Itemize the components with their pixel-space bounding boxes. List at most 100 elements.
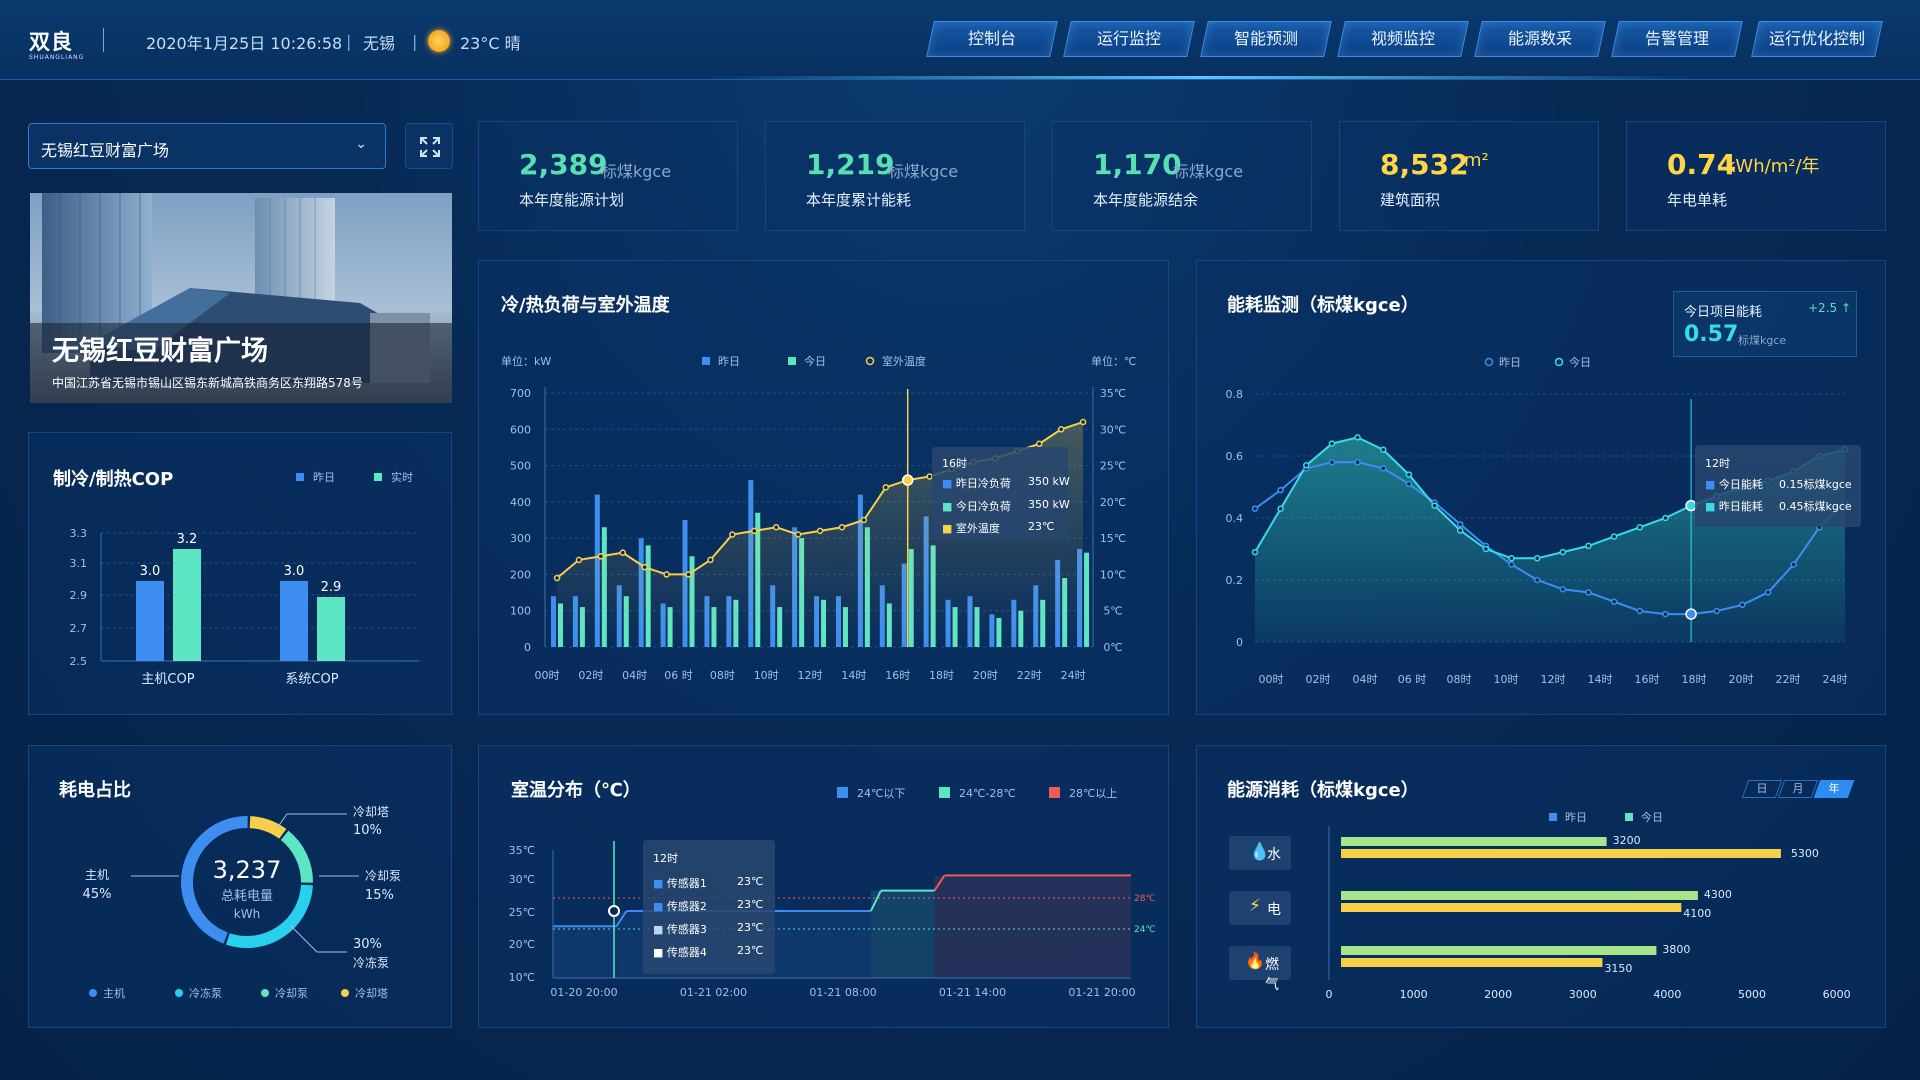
left-unit: 单位：kW bbox=[501, 354, 551, 368]
ref-label-low: 24℃ bbox=[1134, 925, 1156, 935]
kpi-label: 建筑面积 bbox=[1380, 191, 1441, 209]
temperature-point bbox=[1035, 440, 1043, 448]
y2-tick-label: 10℃ bbox=[1100, 568, 1126, 581]
y2-tick-label: 20℃ bbox=[1100, 496, 1126, 509]
nav-label: 运行优化控制 bbox=[1768, 29, 1865, 48]
total-value: 3,237 bbox=[213, 856, 282, 884]
x-tick-label: 18时 bbox=[929, 669, 954, 682]
y-tick-label: 3.3 bbox=[70, 527, 88, 540]
x-tick-label: 16时 bbox=[1635, 673, 1660, 686]
chevron-down-icon: ⌄ bbox=[355, 136, 367, 152]
today-point bbox=[1610, 533, 1618, 540]
nav-optimize-control[interactable]: 运行优化控制 bbox=[1751, 21, 1883, 57]
header-divider: | bbox=[412, 32, 418, 51]
y-tick-label: 10℃ bbox=[509, 971, 535, 984]
tooltip-value: 23℃ bbox=[737, 875, 764, 888]
tooltip-row: ■ 传感器3 23℃ bbox=[653, 921, 763, 937]
legend-swatch bbox=[788, 357, 796, 365]
x-tick-label: 01-20 20:00 bbox=[550, 986, 617, 999]
legend-swatch bbox=[1554, 357, 1564, 367]
y2-tick-label: 0℃ bbox=[1103, 641, 1122, 654]
data-label: 3150 bbox=[1604, 962, 1632, 975]
temperature-point bbox=[860, 516, 868, 524]
x-tick-label: 08时 bbox=[1447, 673, 1472, 686]
data-label: 4300 bbox=[1704, 888, 1732, 901]
tooltip-value: 23℃ bbox=[1028, 520, 1055, 533]
y-tick-label: 25℃ bbox=[509, 906, 535, 919]
tooltip-row: ■ 今日冷负荷 350 kW bbox=[942, 498, 1070, 514]
sun-icon bbox=[428, 30, 450, 52]
kpi-label: 年电单耗 bbox=[1667, 191, 1728, 209]
legend-label: 昨日 bbox=[1565, 811, 1587, 824]
host-segment bbox=[181, 816, 248, 944]
x-tick-label: 06 时 bbox=[664, 669, 693, 682]
nav-run-monitor[interactable]: 运行监控 bbox=[1063, 21, 1195, 57]
yesterday-point bbox=[1456, 520, 1464, 528]
consumption-category-electric: ⚡ 电 bbox=[1229, 891, 1291, 925]
badge-unit: 标煤kgce bbox=[1738, 334, 1787, 347]
leader-line bbox=[276, 813, 347, 829]
nav-alarm-manage[interactable]: 告警管理 bbox=[1611, 21, 1743, 57]
x-tick-label: 0 bbox=[1326, 988, 1333, 1001]
legend-swatch bbox=[939, 787, 950, 798]
x-tick-label: 20时 bbox=[1729, 673, 1754, 686]
kpi-unit: 标煤kgce bbox=[601, 162, 672, 181]
kpi-building-area: 8,532 m² 建筑面积 bbox=[1339, 121, 1599, 231]
power-share-title: 耗电占比 bbox=[59, 780, 131, 801]
y-tick-label: 20℃ bbox=[509, 938, 535, 951]
today-bar bbox=[1341, 849, 1781, 858]
fullscreen-button[interactable] bbox=[405, 123, 453, 169]
legend-swatch bbox=[1484, 357, 1494, 367]
y-tick-label: 2.5 bbox=[70, 655, 88, 668]
y-tick-label: 700 bbox=[510, 387, 531, 400]
yesterday-point bbox=[1764, 589, 1772, 596]
legend-swatch bbox=[865, 356, 875, 366]
photo-caption-bg bbox=[30, 323, 452, 403]
tower-segment bbox=[249, 816, 287, 839]
temperature-point bbox=[641, 563, 648, 571]
x-tick-label: 12时 bbox=[798, 669, 823, 682]
x-tick-label: 01-21 02:00 bbox=[680, 986, 747, 999]
nav-label: 视频监控 bbox=[1370, 29, 1435, 48]
temperature-point bbox=[663, 571, 670, 578]
kpi-energy-plan: 2,389 标煤kgce 本年度能源计划 bbox=[478, 121, 738, 231]
total-unit: kWh bbox=[234, 907, 260, 921]
energy-monitor-chart: 昨日 今日 0.8 0.6 0.4 0.2 0 00时 02时 04时 06 时 08时 10时 12时 1… bbox=[1226, 355, 1849, 686]
y-tick-label: 0.6 bbox=[1226, 450, 1244, 463]
yesterday-point bbox=[1251, 505, 1259, 512]
cop-title: 制冷/制热COP bbox=[53, 469, 174, 490]
lightning-icon: ⚡ bbox=[1249, 896, 1261, 916]
today-point bbox=[1431, 502, 1438, 509]
today-point bbox=[1559, 548, 1567, 556]
site-select[interactable]: 无锡红豆财富广场 ⌄ bbox=[28, 123, 386, 169]
tooltip-label: 传感器3 bbox=[666, 923, 707, 936]
tooltip-label: 传感器2 bbox=[666, 900, 707, 913]
temperature-point bbox=[794, 531, 802, 538]
yesterday-bar bbox=[551, 596, 556, 647]
legend-swatch: ■ bbox=[942, 522, 956, 535]
x-tick-label: 10时 bbox=[1494, 673, 1519, 686]
nav-energy-data[interactable]: 能源数采 bbox=[1474, 21, 1606, 57]
right-unit: 单位：℃ bbox=[1091, 354, 1136, 368]
legend-swatch bbox=[1549, 813, 1557, 821]
today-energy-badge: 今日项目能耗 +2.5 ↑ 0.57 标煤kgce bbox=[1673, 291, 1857, 357]
temp-step bbox=[615, 910, 628, 927]
yesterday-point bbox=[1354, 458, 1361, 466]
data-label: 3200 bbox=[1613, 834, 1641, 847]
nav-video-monitor[interactable]: 视频监控 bbox=[1337, 21, 1469, 57]
y-tick-label: 500 bbox=[510, 460, 531, 473]
legend-swatch: ■ bbox=[653, 900, 667, 913]
today-point bbox=[1636, 524, 1644, 531]
header-weather: 23°C 晴 bbox=[460, 34, 521, 53]
y-tick-label: 30℃ bbox=[509, 873, 535, 886]
x-tick-label: 00时 bbox=[535, 669, 560, 682]
legend-swatch: ■ bbox=[942, 477, 956, 490]
load-panel: 冷/热负荷与室外温度 单位：kW 单位：℃ 昨日 今日 室外温度 700 600 500 400… bbox=[478, 260, 1169, 715]
x-tick-label: 主机COP bbox=[141, 672, 194, 687]
nav-smart-forecast[interactable]: 智能预测 bbox=[1200, 21, 1332, 57]
x-tick-label: 24时 bbox=[1823, 673, 1848, 686]
x-tick-label: 10时 bbox=[754, 669, 779, 682]
nav-console[interactable]: 控制台 bbox=[926, 21, 1058, 57]
x-tick-label: 12时 bbox=[1541, 673, 1566, 686]
tooltip-hour: 12时 bbox=[1705, 457, 1730, 470]
